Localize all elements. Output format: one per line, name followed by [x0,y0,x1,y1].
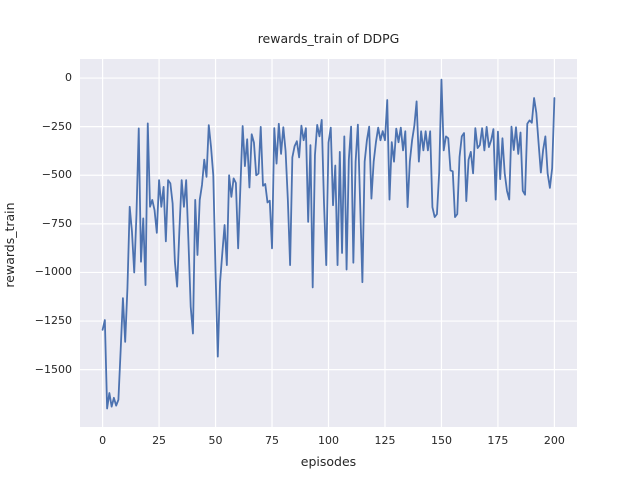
chart-title: rewards_train of DDPG [257,31,400,46]
y-tick-label: −1250 [34,314,72,328]
x-tick-label: 150 [430,434,452,447]
y-tick-label: −750 [41,216,72,230]
y-axis-label: rewards_train [2,202,17,288]
x-tick-label: 0 [99,434,107,447]
y-tick-label: −250 [41,119,72,133]
x-tick-label: 100 [318,434,339,447]
x-tick-label: 75 [265,434,280,447]
x-tick-label: 50 [208,434,223,447]
x-axis-label: episodes [300,454,357,469]
y-tick-label: −1000 [34,265,72,279]
x-tick-label: 25 [152,434,167,447]
x-tick-label: 200 [543,434,565,447]
grid-lines [80,59,577,427]
chart-canvas [80,59,577,427]
x-tick-label: 175 [487,434,509,447]
y-tick-label: −500 [41,168,72,182]
rewards-line [101,78,556,410]
y-tick-label: 0 [65,71,72,85]
x-tick-label: 125 [374,434,396,447]
y-tick-label: −1500 [34,362,72,376]
plot-area [80,59,577,427]
